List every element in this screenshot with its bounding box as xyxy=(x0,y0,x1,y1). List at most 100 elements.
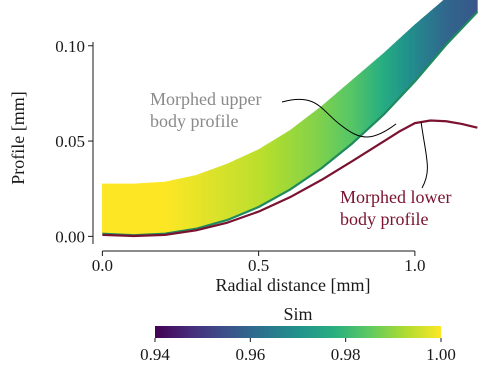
band-strip xyxy=(161,181,166,235)
band-strip xyxy=(102,183,106,235)
band-strip xyxy=(348,79,353,147)
band-strip xyxy=(458,0,463,33)
band-strip xyxy=(417,18,422,79)
band-strip xyxy=(170,179,175,234)
y-tick-label: 0.10 xyxy=(55,37,85,56)
band-strip xyxy=(264,143,269,205)
band-strip xyxy=(439,0,444,53)
colorbar-tick-label: 0.96 xyxy=(235,345,265,364)
band-strip xyxy=(133,183,138,236)
band-strip xyxy=(317,106,322,172)
band-strip xyxy=(217,165,222,224)
band-strip xyxy=(430,8,434,64)
band-strip xyxy=(311,110,316,176)
band-strip xyxy=(370,60,375,127)
band-strip xyxy=(255,149,259,209)
x-axis-title: Radial distance [mm] xyxy=(216,275,371,295)
band-strip xyxy=(286,130,291,192)
band-strip xyxy=(408,26,413,89)
band-strip xyxy=(270,139,275,201)
band-strip xyxy=(361,68,366,136)
band-strip xyxy=(398,35,403,99)
band-strip xyxy=(289,127,294,191)
band-strip xyxy=(283,131,288,194)
band-strip xyxy=(267,141,272,203)
band-strip xyxy=(248,152,253,212)
lower-annotation-arrow xyxy=(420,121,428,189)
colorbar-label: Sim xyxy=(283,304,312,324)
band-strip xyxy=(183,177,188,232)
band-strip xyxy=(136,183,141,236)
colorbar-tick-label: 0.94 xyxy=(140,345,170,364)
band-strip xyxy=(389,44,394,109)
band-strip xyxy=(223,163,228,222)
band-strip xyxy=(308,113,313,178)
band-strip xyxy=(252,150,256,211)
band-strip xyxy=(120,183,125,236)
lower-annotation-line2: body profile xyxy=(340,209,428,229)
band-strip xyxy=(130,183,134,236)
band-strip xyxy=(411,24,416,86)
band-strip xyxy=(220,164,225,223)
band-strip xyxy=(314,108,319,174)
colorbar-tick-label: 0.98 xyxy=(331,345,361,364)
band-strip xyxy=(455,0,459,36)
band-strip xyxy=(236,157,241,217)
band-strip xyxy=(302,118,306,182)
band-strip xyxy=(442,0,447,50)
band-strip xyxy=(292,125,297,189)
band-strip xyxy=(145,182,150,235)
band-strip xyxy=(358,71,363,139)
band-strip xyxy=(420,16,425,75)
band-strip xyxy=(392,41,397,106)
lower-annotation-line1: Morphed lower xyxy=(340,187,451,207)
band-strip xyxy=(152,182,156,235)
band-strip xyxy=(186,176,191,231)
band-strip xyxy=(380,52,384,119)
band-strip xyxy=(155,182,159,235)
band-strip xyxy=(436,2,441,57)
band-strip xyxy=(189,175,194,231)
band-strip xyxy=(277,135,281,198)
lower-profile-line xyxy=(102,119,478,238)
band-strip xyxy=(448,0,453,43)
band-strip xyxy=(195,173,200,230)
band-strip xyxy=(402,32,406,96)
band-strip xyxy=(167,180,172,234)
band-strip xyxy=(427,10,431,68)
band-strip xyxy=(377,55,381,122)
band-strip xyxy=(123,183,128,236)
band-strip xyxy=(273,137,278,199)
band-strip xyxy=(327,98,331,165)
band-strip xyxy=(452,0,456,39)
band-strip xyxy=(295,122,300,187)
x-tick-label: 1.0 xyxy=(404,256,425,275)
upper-profile-line xyxy=(102,11,479,237)
band-strip xyxy=(330,95,334,162)
axes: 0.0 0.5 1.0 0.00 0.05 0.10 Radial distance [mm… xyxy=(8,37,426,295)
band-strip xyxy=(414,21,419,83)
y-tick-label: 0.05 xyxy=(55,132,85,151)
band-strip xyxy=(364,66,369,133)
band-strip xyxy=(114,183,119,235)
band-strip xyxy=(180,177,184,232)
band-strip xyxy=(245,153,250,213)
colorbar-tick-label: 1.00 xyxy=(426,345,456,364)
band-strip xyxy=(108,183,113,235)
band-strip xyxy=(405,29,409,93)
band-strip xyxy=(342,84,347,152)
band-strip xyxy=(139,183,144,236)
band-strip xyxy=(177,178,181,233)
band-strip xyxy=(164,181,169,235)
upper-annotation-arrow xyxy=(281,98,397,138)
profile-lines xyxy=(102,11,479,238)
y-axis-title: Profile [mm] xyxy=(8,91,28,184)
band-strip xyxy=(117,183,122,235)
band-strip xyxy=(205,170,209,227)
band-strip xyxy=(367,63,372,130)
band-strip xyxy=(386,46,391,113)
x-tick-label: 0.0 xyxy=(92,256,113,275)
band-strip xyxy=(345,82,350,150)
